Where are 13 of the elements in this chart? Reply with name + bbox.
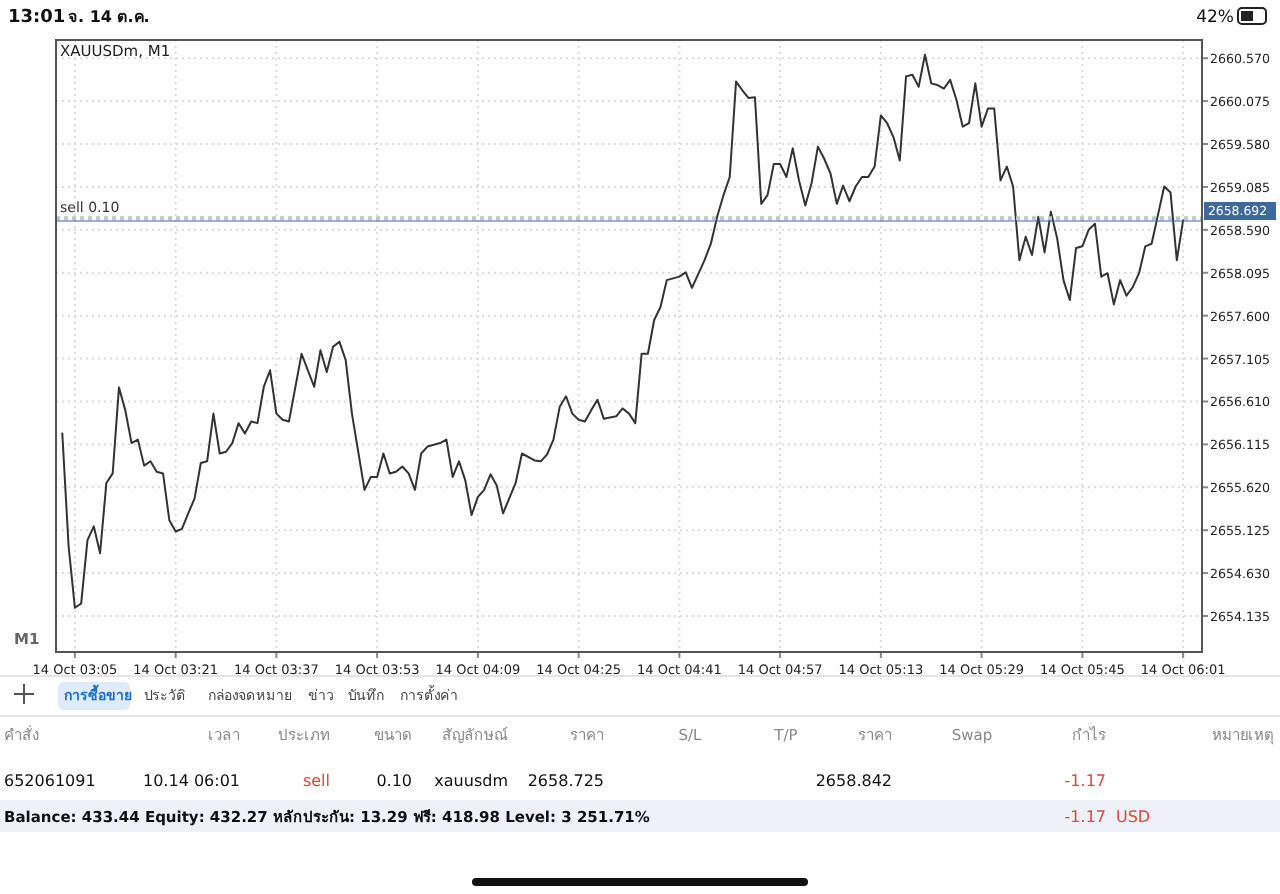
- text: -1.17: [1064, 772, 1106, 790]
- text: xauusdm: [434, 772, 509, 790]
- text: 13:01: [8, 8, 66, 28]
- text: sell: [302, 772, 330, 790]
- text: USD: [1116, 808, 1151, 826]
- text: 10.14 06:01: [143, 772, 240, 790]
- text: 42%: [1196, 8, 1234, 28]
- text: -1.17: [1064, 808, 1106, 826]
- text: 652061091: [4, 772, 96, 790]
- text: 0.10: [376, 772, 412, 790]
- text: 2658.842: [815, 772, 892, 790]
- text: 2658.725: [527, 772, 604, 790]
- text: จ. 14 ต.ค.: [68, 8, 150, 26]
